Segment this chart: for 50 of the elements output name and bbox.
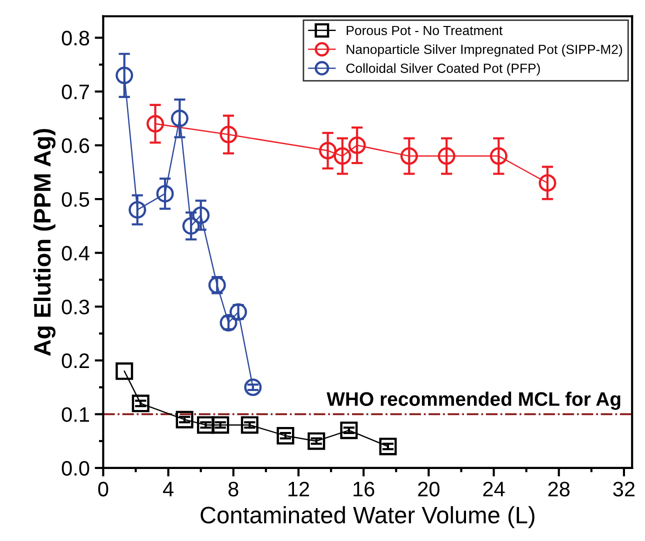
point: [308, 432, 326, 450]
point: [146, 115, 164, 133]
x-tick-label: 12: [288, 482, 310, 496]
point: [132, 394, 150, 412]
point: [244, 378, 262, 396]
x-tick-label: 4: [162, 482, 174, 496]
x-tick-label: 20: [418, 482, 440, 496]
x-tick-label: 28: [548, 482, 570, 496]
point: [334, 147, 352, 165]
y-axis-title: Ag Elution (PPM Ag): [33, 128, 56, 356]
y-tick-label: 0.0: [62, 460, 90, 476]
point: [116, 66, 134, 84]
x-tick-label: 32: [613, 482, 635, 496]
y-tick-label: 0.6: [62, 138, 90, 154]
point: [156, 184, 174, 202]
y-tick-label: 0.1: [62, 407, 89, 422]
y-tick-label: 0.2: [62, 353, 89, 368]
point: [212, 416, 230, 434]
point: [176, 410, 194, 428]
point: [438, 147, 456, 165]
y-tick-label: 0.5: [62, 192, 90, 207]
y-tick-label: 0.7: [62, 84, 89, 100]
point: [400, 147, 418, 165]
point: [379, 438, 397, 456]
x-tick-label: 0: [98, 482, 108, 496]
point: [348, 136, 366, 154]
y-tick-label: 0.4: [62, 246, 90, 261]
x-tick-label: 24: [483, 482, 505, 496]
point: [170, 110, 188, 128]
point: [490, 147, 508, 165]
x-tick-label: 8: [228, 482, 238, 496]
point: [128, 201, 146, 219]
x-tick-label: 16: [354, 482, 374, 496]
x-axis-title: Contaminated Water Volume (L): [200, 506, 534, 528]
legend-label: Porous Pot - No Treatment: [346, 26, 503, 36]
point: [276, 426, 294, 444]
point: [116, 362, 134, 380]
y-tick-label: 0.3: [62, 300, 90, 314]
point: [220, 126, 238, 144]
point: [182, 217, 200, 235]
legend-label: Nanoparticle Silver Impregnated Pot (SIPP-M2): [346, 44, 622, 57]
point: [240, 416, 258, 434]
point: [196, 416, 214, 434]
point: [538, 174, 556, 192]
y-tick-label: 0.8: [62, 30, 90, 46]
ref-line-label: WHO recommended MCL for Ag: [326, 392, 620, 410]
legend-label: Colloidal Silver Coated Pot (PFP): [346, 63, 540, 76]
point: [192, 206, 210, 224]
point: [340, 422, 358, 440]
point: [319, 142, 337, 160]
